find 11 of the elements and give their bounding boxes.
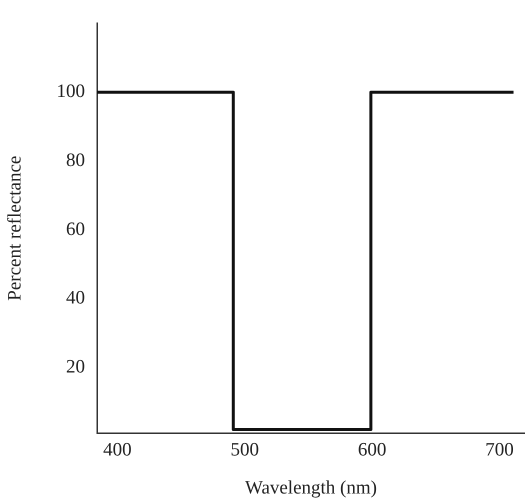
x-tick-label: 500 <box>230 439 260 460</box>
y-tick-label: 80 <box>66 150 85 172</box>
x-tick-label: 400 <box>103 439 132 460</box>
y-axis-title: Percent reflectance <box>4 156 26 301</box>
x-tick-label: 600 <box>358 439 386 460</box>
y-tick-label: 40 <box>66 288 85 309</box>
y-tick-label: 60 <box>66 218 85 240</box>
y-tick-label: 100 <box>56 81 85 102</box>
x-tick-label: 700 <box>485 439 514 460</box>
y-tick-label: 20 <box>66 356 85 378</box>
x-axis-title: Wavelength (nm) <box>245 478 377 499</box>
